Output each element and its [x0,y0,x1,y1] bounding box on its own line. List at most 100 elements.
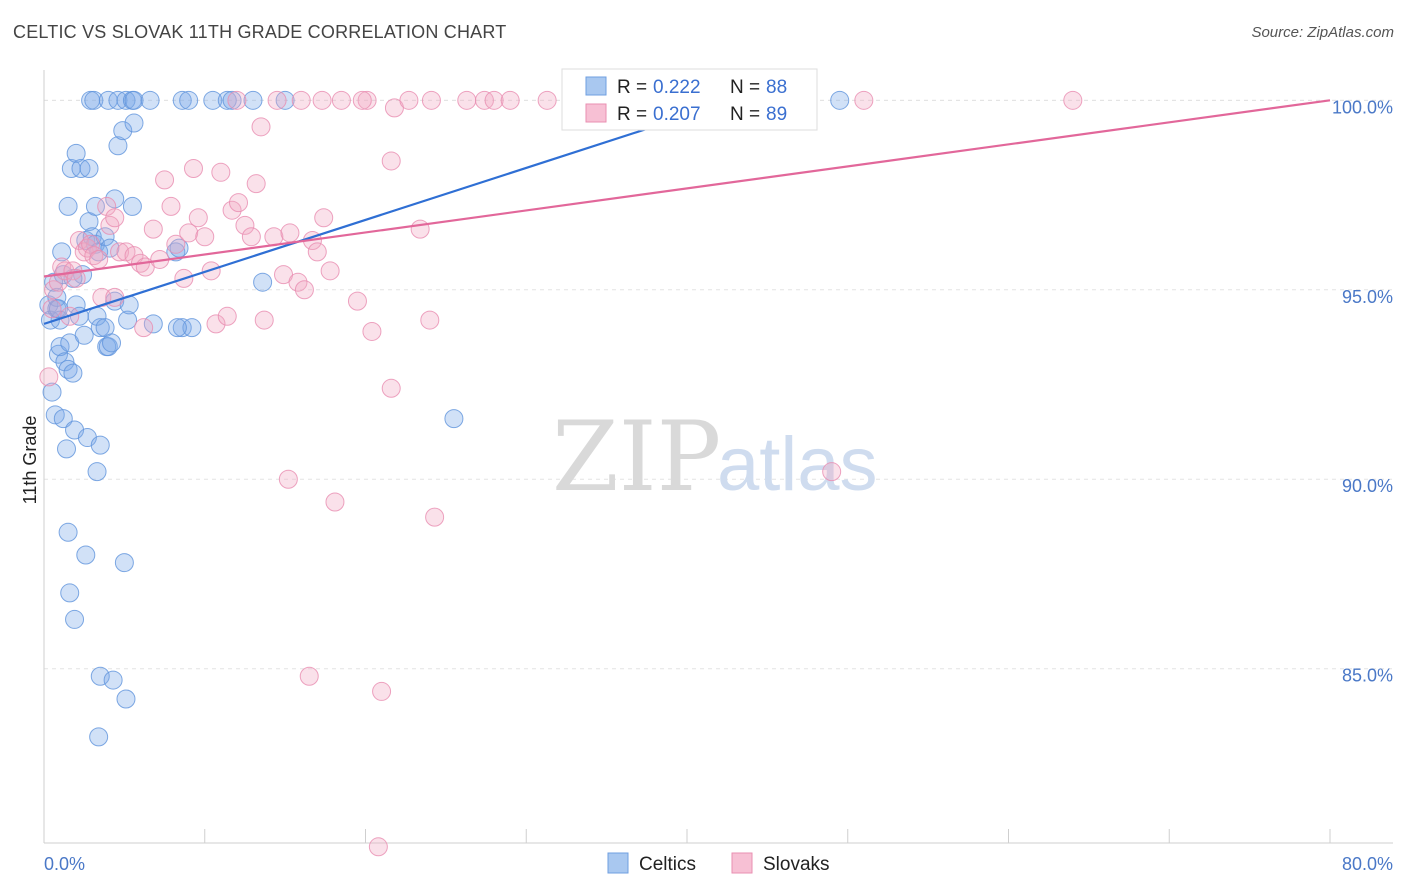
celtics-point [65,609,85,629]
celtics-point [89,727,109,747]
legend-celtics-label: Celtics [639,854,696,875]
slovaks-point [195,227,215,247]
watermark: ZIP atlas [552,401,878,513]
celtics-point [58,522,78,542]
slovaks-point [264,227,284,247]
slovaks-point [362,321,382,341]
celtics-point [118,310,138,330]
celtics-point [108,136,128,156]
celtics-point [76,545,96,565]
slovaks-point [183,159,203,179]
slovaks-point [425,507,445,527]
celtics-n-label: N = [730,77,760,98]
celtics-point [222,90,242,110]
slovaks-point [381,151,401,171]
y-tick-label: 100.0% [1332,97,1393,117]
slovaks-point [1063,90,1083,110]
legend-slovaks-swatch [731,852,753,874]
celtics-point [108,90,128,110]
celtics-point [87,462,107,482]
celtics-point [55,352,75,372]
celtics-point [172,318,192,338]
celtics-point [116,689,136,709]
celtics-point [182,318,202,338]
celtics-point [52,242,72,262]
slovaks-point [291,90,311,110]
slovaks-point [399,90,419,110]
slovaks-point [280,223,300,243]
legend-slovaks-label: Slovaks [763,854,830,875]
celtics-point [90,435,110,455]
celtics-point [90,666,110,686]
x-tick-label-right: 80.0% [1342,854,1393,874]
slovaks-point [307,242,327,262]
celtics-point [71,159,91,179]
y-tick-label: 85.0% [1342,666,1393,686]
celtics-point [217,90,237,110]
slovaks-point [229,193,249,213]
slovaks-point [320,261,340,281]
slovaks-point [241,227,261,247]
slovaks-trend-line [43,99,1331,278]
chart-source: Source: ZipAtlas.com [1251,24,1394,41]
celtics-point [103,670,123,690]
series-legend: Celtics Slovaks [607,852,830,875]
y-tick-label: 90.0% [1342,476,1393,496]
chart-title: CELTIC VS SLOVAK 11TH GRADE CORRELATION … [13,22,507,42]
gridlines [44,99,1393,670]
slovaks-point [457,90,477,110]
slovaks-n-label: N = [730,104,760,125]
y-tick-label: 95.0% [1342,287,1393,307]
slovaks-r-value: 0.207 [653,104,701,125]
slovaks-point [278,469,298,489]
celtics-point [48,299,68,319]
y-tick-labels: 100.0% 95.0% 90.0% 85.0% [1332,97,1393,685]
slovaks-point [325,492,345,512]
slovaks-point [206,314,226,334]
slovaks-point [155,170,175,190]
slovaks-point [381,378,401,398]
celtics-point [60,583,80,603]
slovaks-point [217,306,237,326]
slovaks-point [484,90,504,110]
celtics-point [114,553,134,573]
celtics-point [44,272,64,292]
celtics-point [98,337,118,357]
x-tick-labels: 0.0% 80.0% [44,854,1393,874]
celtics-point [100,238,120,258]
slovaks-r-label: R = [617,104,647,125]
slovaks-point [822,462,842,482]
celtics-point [203,90,223,110]
celtics-r-label: R = [617,77,647,98]
slovaks-point [372,681,392,701]
slovaks-point [143,219,163,239]
celtics-swatch [585,76,607,96]
celtics-point [74,325,94,345]
slovaks-point [267,90,287,110]
celtics-trend-line [43,99,736,325]
slovaks-swatch [585,103,607,123]
celtics-point [85,196,105,216]
slovaks-point [105,208,125,228]
celtics-point [179,90,199,110]
celtics-point [66,143,86,163]
slovaks-point [357,90,377,110]
celtics-point [143,314,163,334]
slovaks-point [222,200,242,220]
celtics-point [172,90,192,110]
slovaks-point [42,299,62,319]
celtics-point [830,90,850,110]
watermark-zip: ZIP [552,401,721,513]
celtics-point [122,196,142,216]
celtics-point [444,409,464,429]
celtics-point [167,318,187,338]
celtics-point [275,90,295,110]
x-tick-label-left: 0.0% [44,854,85,874]
celtics-point [48,344,68,364]
celtics-point [63,363,83,383]
celtics-point [53,409,73,429]
celtics-point [124,113,144,133]
celtics-point [42,382,62,402]
slovaks-point [368,837,388,857]
